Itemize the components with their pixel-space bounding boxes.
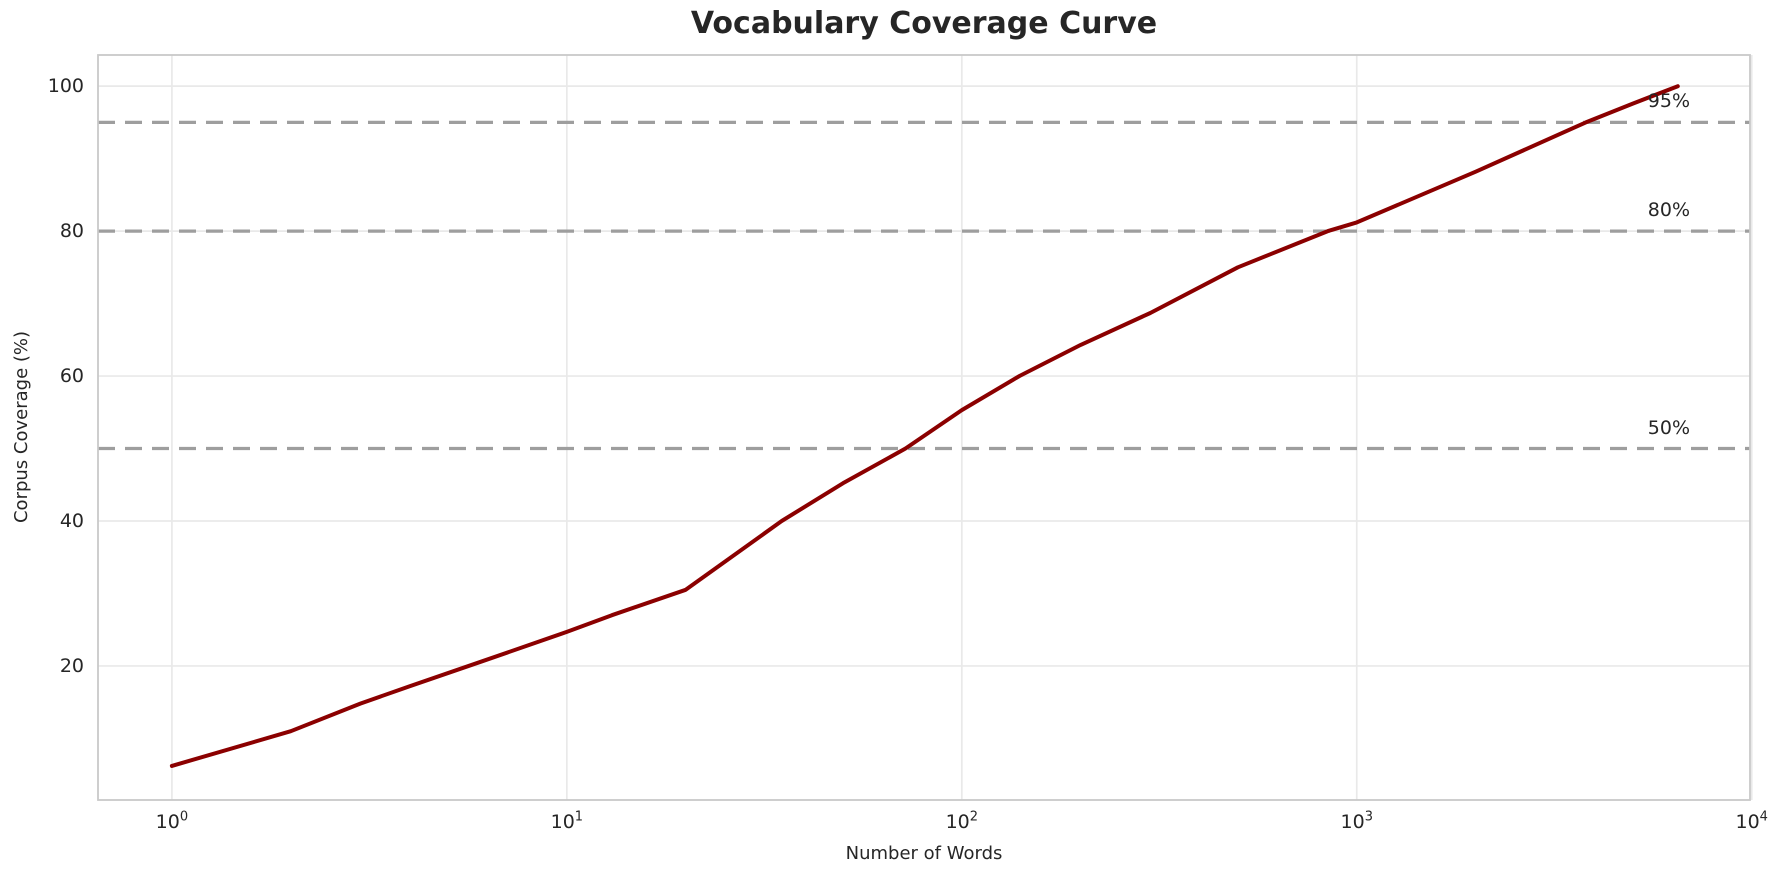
y-tick-80: 80 bbox=[59, 220, 84, 243]
axes-frame bbox=[97, 54, 1751, 801]
x-tick-10e2: 102 bbox=[945, 809, 979, 833]
x-tick-10e3: 103 bbox=[1340, 809, 1373, 833]
y-tick-100: 100 bbox=[47, 75, 84, 98]
threshold-label-50: 50% bbox=[1647, 416, 1690, 439]
x-tick-10e0: 100 bbox=[155, 809, 189, 833]
y-tick-20: 20 bbox=[59, 654, 84, 677]
threshold-label-95: 95% bbox=[1647, 90, 1690, 113]
x-tick-10e4: 104 bbox=[1735, 809, 1768, 833]
threshold-label-80: 80% bbox=[1647, 199, 1690, 222]
gridlines bbox=[98, 55, 1753, 800]
chart-title: Vocabulary Coverage Curve bbox=[690, 6, 1158, 41]
y-tick-40: 40 bbox=[59, 509, 84, 532]
x-tick-10e1: 101 bbox=[550, 809, 584, 833]
coverage-curve-line bbox=[169, 84, 1680, 768]
threshold-lines bbox=[98, 120, 1750, 451]
y-tick-60: 60 bbox=[59, 365, 84, 388]
x-axis-label: Number of Words bbox=[845, 843, 1003, 864]
